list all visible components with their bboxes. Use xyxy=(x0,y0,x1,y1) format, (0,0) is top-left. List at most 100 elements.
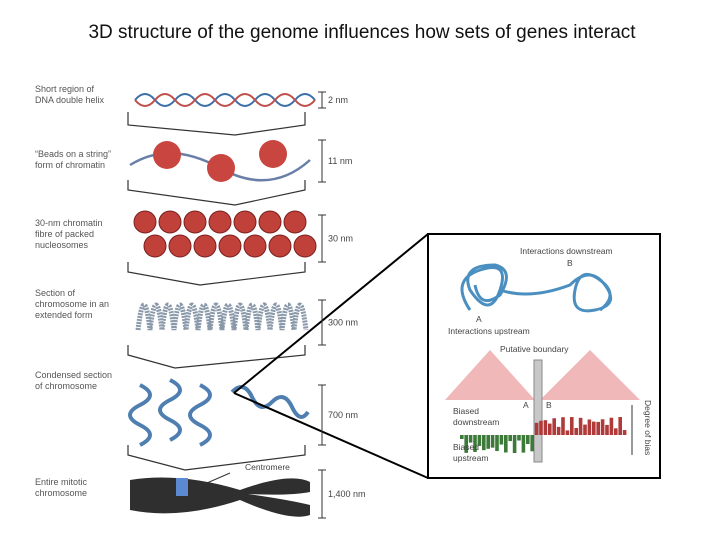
bias-bar xyxy=(495,435,499,452)
nucleosome xyxy=(183,210,207,234)
scale-label: 30 nm xyxy=(328,234,353,244)
bias-bar xyxy=(583,424,587,435)
inset-label: B xyxy=(567,258,573,268)
bias-bar xyxy=(574,427,578,435)
level-label: “Beads on a string” xyxy=(35,149,111,159)
inset-label: upstream xyxy=(453,453,488,463)
level-label: Condensed section xyxy=(35,370,112,380)
bias-bar xyxy=(460,435,464,439)
bias-bar xyxy=(609,417,614,435)
bias-bar xyxy=(504,435,508,453)
inset-label: Degree of bias xyxy=(643,400,653,455)
nucleosome xyxy=(158,210,182,234)
chromosome xyxy=(130,477,310,517)
inset-label: B xyxy=(546,400,552,410)
scale-label: 1,400 nm xyxy=(328,489,366,499)
bias-bar xyxy=(473,435,477,452)
bias-bar xyxy=(534,422,539,435)
inset-label: A xyxy=(476,314,482,324)
level-label: fibre of packed xyxy=(35,229,94,239)
level-label: nucleosomes xyxy=(35,240,89,250)
bias-bar xyxy=(614,428,618,435)
slide-title: 3D structure of the genome influences ho… xyxy=(88,22,636,43)
pointer xyxy=(199,472,231,487)
zoom-line xyxy=(233,392,429,479)
bias-bar xyxy=(600,419,605,435)
bias-bars xyxy=(460,417,627,453)
bias-bar xyxy=(622,430,627,435)
nucleosome xyxy=(268,234,292,258)
nucleosome xyxy=(193,234,217,258)
bias-bar xyxy=(468,435,473,443)
bias-bar xyxy=(548,423,552,435)
condensed xyxy=(128,378,310,447)
inset-label: Biased xyxy=(453,406,479,416)
bias-bar xyxy=(570,417,574,435)
inset-label: Biased xyxy=(453,442,479,452)
scale-label: 700 nm xyxy=(328,410,358,420)
extended-loops xyxy=(135,302,309,331)
nucleosome xyxy=(133,210,157,234)
inset-coil xyxy=(460,263,613,313)
inset-label: Putative boundary xyxy=(500,344,569,354)
bias-bar xyxy=(512,435,517,453)
bias-bar xyxy=(490,435,495,448)
scale-label: 2 nm xyxy=(328,95,348,105)
level-label: form of chromatin xyxy=(35,160,105,170)
bias-bar xyxy=(578,417,583,435)
inset-label: Interactions upstream xyxy=(448,326,530,336)
bias-bar xyxy=(508,435,512,442)
nucleosome xyxy=(258,210,282,234)
bias-bar xyxy=(517,435,521,441)
bias-bar xyxy=(530,435,534,452)
inset-label: A xyxy=(523,400,529,410)
scale-label: 300 nm xyxy=(328,318,358,328)
bias-bar xyxy=(486,435,490,449)
bias-bar xyxy=(596,421,600,435)
bias-bar xyxy=(464,435,468,453)
nucleosome xyxy=(218,234,242,258)
inset-label: downstream xyxy=(453,417,499,427)
bias-bar xyxy=(521,435,526,453)
level-label: extended form xyxy=(35,310,93,320)
bias-bar xyxy=(552,418,556,435)
connectors xyxy=(127,112,306,471)
bias-bar xyxy=(539,420,543,435)
bias-bar xyxy=(561,417,565,435)
nucleosome xyxy=(283,210,307,234)
bias-bar xyxy=(556,426,561,435)
bias-bar xyxy=(477,435,482,446)
nucleosome xyxy=(208,210,232,234)
level-label: chromosome in an xyxy=(35,299,109,309)
heatmap xyxy=(445,350,640,400)
bias-bar xyxy=(618,417,622,435)
level-label: DNA double helix xyxy=(35,95,105,105)
bias-bar xyxy=(587,419,592,435)
level-label: Section of xyxy=(35,288,76,298)
level-label: Entire mitotic xyxy=(35,477,88,487)
centromere-label: Centromere xyxy=(245,462,290,472)
bias-bar xyxy=(605,424,609,435)
nucleosome xyxy=(233,210,257,234)
nucleosome xyxy=(243,234,267,258)
bias-bar xyxy=(565,430,570,435)
bias-bar xyxy=(499,435,504,445)
nucleosome xyxy=(293,234,317,258)
level-label: of chromosome xyxy=(35,381,97,391)
zoom-line xyxy=(233,233,429,394)
bias-bar xyxy=(526,435,530,445)
level-label: 30-nm chromatin xyxy=(35,218,103,228)
bias-bar xyxy=(592,421,596,435)
dna-helix xyxy=(134,93,316,107)
boundary-bar xyxy=(533,359,543,463)
nucleosome xyxy=(168,234,192,258)
level-label: chromosome xyxy=(35,488,87,498)
inset-label: Interactions downstream xyxy=(520,246,613,256)
fibre xyxy=(133,210,317,258)
scale-label: 11 nm xyxy=(328,156,352,166)
bias-bar xyxy=(482,435,486,451)
beads xyxy=(129,140,311,182)
nucleosome xyxy=(143,234,167,258)
bias-bar xyxy=(543,420,548,435)
